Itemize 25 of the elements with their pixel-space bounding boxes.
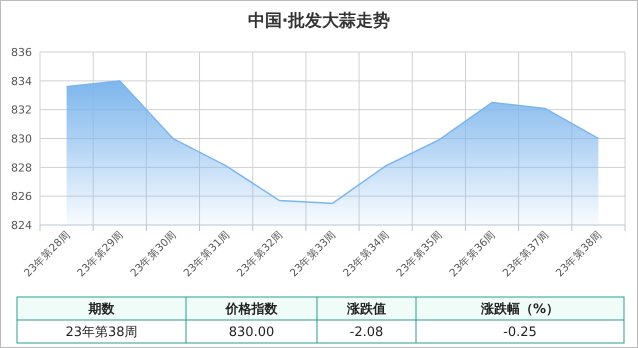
- y-tick-label: 832: [11, 104, 32, 117]
- text: -2.08: [350, 325, 384, 340]
- x-tick-label: 23年第32周: [234, 228, 286, 280]
- y-tick-label: 830: [11, 132, 32, 146]
- text: 涨跌幅（%）: [480, 302, 560, 317]
- x-tick-label: 23年第37周: [500, 228, 552, 280]
- y-tick-label: 836: [11, 46, 32, 59]
- x-tick-label: 23年第38周: [554, 228, 605, 280]
- text: -0.25: [503, 325, 537, 340]
- x-tick-label: 23年第33周: [288, 228, 339, 280]
- x-tick-label: 23年第30周: [128, 228, 180, 280]
- x-tick-label: 23年第34周: [341, 228, 392, 280]
- text: 23年第38周: [65, 325, 138, 340]
- text: 830.00: [228, 325, 274, 340]
- y-tick-label: 826: [11, 190, 32, 204]
- x-tick-label: 23年第31周: [182, 228, 232, 280]
- x-tick-label: 23年第29周: [75, 228, 126, 280]
- text: 价格指数: [224, 302, 278, 317]
- x-tick-label: 23年第35周: [394, 228, 445, 280]
- text: 期数: [88, 302, 116, 317]
- y-tick-label: 834: [11, 74, 32, 88]
- y-tick-label: 828: [11, 161, 32, 174]
- text: 涨跌值: [346, 302, 386, 317]
- chart-title: 中国·批发大蒜走势: [248, 11, 390, 31]
- x-tick-label: 23年第36周: [447, 228, 498, 280]
